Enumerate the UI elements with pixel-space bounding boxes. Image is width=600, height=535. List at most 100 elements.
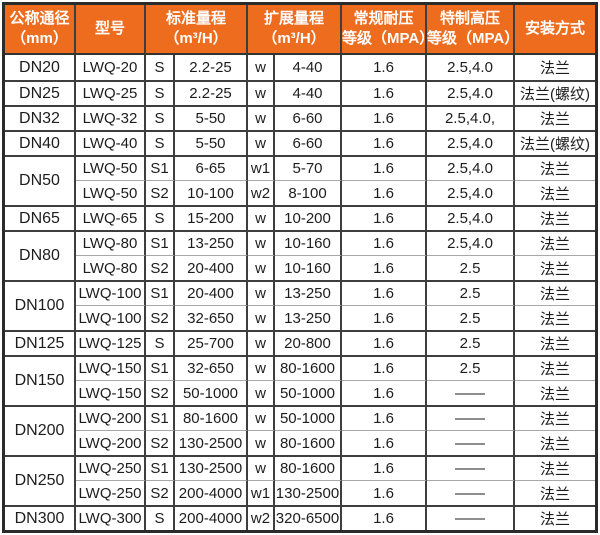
cell-standard-range: 25-700 <box>175 330 248 355</box>
cell-standard-range: 15-200 <box>175 205 248 230</box>
table-row: DN80 LWQ-80 S1 13-250 w 10-160 1.6 2.5,4.0 法兰 <box>5 230 595 280</box>
cell-high-pressure-rating: 2.5 <box>427 255 515 280</box>
table-row: LWQ-50 S2 10-100 w2 8-100 1.6 2.5,4.0 法兰 <box>5 180 595 205</box>
cell-pressure-rating: 1.6 <box>342 230 427 255</box>
cell-standard-code: S <box>146 505 175 530</box>
cell-extended-range: 80-1600 <box>275 355 342 380</box>
cell-nominal-diameter: DN50 <box>5 155 76 205</box>
cell-high-pressure-rating: 2.5,4.0 <box>427 130 515 155</box>
cell-extended-code: w <box>248 205 275 230</box>
table-row: LWQ-80 S2 20-400 w 10-160 1.6 2.5 法兰 <box>5 255 595 280</box>
table-row: LWQ-100 S2 32-650 w 13-250 1.6 2.5 法兰 <box>5 305 595 330</box>
table-row: DN65 LWQ-65 S 15-200 w 10-200 1.6 2.5,4.0 法兰 <box>5 205 595 230</box>
cell-high-pressure-rating: 2.5 <box>427 330 515 355</box>
cell-standard-range: 200-4000 <box>175 480 248 505</box>
table-row: DN250 LWQ-250 S1 130-2500 w 80-1600 1.6 —— 法兰 <box>5 455 595 505</box>
cell-standard-range: 2.2-25 <box>175 55 248 80</box>
cell-standard-code: S1 <box>146 230 175 255</box>
table-row: DN200 LWQ-200 S1 80-1600 w 50-1000 1.6 —— 法兰 <box>5 405 595 455</box>
cell-pressure-rating: 1.6 <box>342 130 427 155</box>
cell-standard-range: 5-50 <box>175 105 248 130</box>
cell-standard-range: 13-250 <box>175 230 248 255</box>
cell-model: LWQ-80 <box>76 255 146 280</box>
cell-extended-code: w <box>248 55 275 80</box>
cell-extended-range: 130-2500 <box>275 480 342 505</box>
cell-extended-code: w2 <box>248 505 275 530</box>
cell-extended-code: w <box>248 255 275 280</box>
cell-pressure-rating: 1.6 <box>342 105 427 130</box>
cell-installation: 法兰 <box>515 380 595 405</box>
table-row: DN25 LWQ-25 S 2.2-25 w 4-40 1.6 2.5,4.0 法兰(螺纹) <box>5 80 595 105</box>
cell-extended-code: w <box>248 430 275 455</box>
cell-standard-code: S1 <box>146 355 175 380</box>
cell-installation: 法兰 <box>515 230 595 255</box>
cell-pressure-rating: 1.6 <box>342 405 427 430</box>
cell-extended-code: w <box>248 230 275 255</box>
cell-standard-code: S2 <box>146 430 175 455</box>
cell-high-pressure-rating: 2.5,4.0, <box>427 105 515 130</box>
cell-model: LWQ-200 <box>76 405 146 430</box>
cell-standard-range: 10-100 <box>175 180 248 205</box>
cell-high-pressure-rating: —— <box>427 455 515 480</box>
cell-pressure-rating: 1.6 <box>342 430 427 455</box>
cell-extended-code: w <box>248 455 275 480</box>
cell-installation: 法兰 <box>515 155 595 180</box>
cell-high-pressure-rating: 2.5,4.0 <box>427 205 515 230</box>
cell-nominal-diameter: DN80 <box>5 230 76 280</box>
cell-nominal-diameter: DN40 <box>5 130 76 155</box>
cell-pressure-rating: 1.6 <box>342 505 427 530</box>
cell-high-pressure-rating: —— <box>427 380 515 405</box>
cell-extended-range: 80-1600 <box>275 455 342 480</box>
cell-high-pressure-rating: —— <box>427 430 515 455</box>
cell-extended-code: w <box>248 130 275 155</box>
cell-standard-code: S <box>146 55 175 80</box>
cell-standard-range: 80-1600 <box>175 405 248 430</box>
cell-pressure-rating: 1.6 <box>342 55 427 80</box>
cell-extended-range: 6-60 <box>275 130 342 155</box>
cell-standard-code: S <box>146 80 175 105</box>
header-text: （m³/H） <box>262 30 326 47</box>
cell-standard-code: S2 <box>146 380 175 405</box>
cell-standard-code: S1 <box>146 405 175 430</box>
cell-extended-range: 13-250 <box>275 280 342 305</box>
cell-model: LWQ-80 <box>76 230 146 255</box>
cell-installation: 法兰(螺纹) <box>515 130 595 155</box>
cell-model: LWQ-100 <box>76 280 146 305</box>
cell-standard-range: 20-400 <box>175 280 248 305</box>
header-text: 常规耐压 <box>353 10 414 27</box>
table-row: DN40 LWQ-40 S 5-50 w 6-60 1.6 2.5,4.0 法兰(螺纹) <box>5 130 595 155</box>
cell-extended-range: 80-1600 <box>275 430 342 455</box>
cell-extended-range: 5-70 <box>275 155 342 180</box>
cell-high-pressure-rating: 2.5 <box>427 355 515 380</box>
cell-standard-range: 2.2-25 <box>175 80 248 105</box>
cell-nominal-diameter: DN250 <box>5 455 76 505</box>
cell-standard-range: 32-650 <box>175 355 248 380</box>
header-text: （m³/H） <box>164 30 228 47</box>
cell-pressure-rating: 1.6 <box>342 155 427 180</box>
cell-model: LWQ-25 <box>76 80 146 105</box>
cell-extended-code: w <box>248 380 275 405</box>
cell-nominal-diameter: DN300 <box>5 505 76 530</box>
cell-model: LWQ-300 <box>76 505 146 530</box>
header-installation: 安装方式 <box>515 5 595 55</box>
cell-extended-range: 20-800 <box>275 330 342 355</box>
cell-high-pressure-rating: 2.5,4.0 <box>427 155 515 180</box>
cell-installation: 法兰 <box>515 480 595 505</box>
cell-pressure-rating: 1.6 <box>342 380 427 405</box>
cell-standard-range: 130-2500 <box>175 455 248 480</box>
cell-standard-code: S <box>146 105 175 130</box>
header-text: 等级（MPA） <box>427 30 520 47</box>
cell-installation: 法兰 <box>515 280 595 305</box>
cell-installation: 法兰 <box>515 330 595 355</box>
cell-model: LWQ-125 <box>76 330 146 355</box>
cell-high-pressure-rating: 2.5,4.0 <box>427 55 515 80</box>
cell-nominal-diameter: DN100 <box>5 280 76 330</box>
table-row: DN100 LWQ-100 S1 20-400 w 13-250 1.6 2.5 法兰 <box>5 280 595 330</box>
header-text: 型号 <box>94 20 125 37</box>
cell-installation: 法兰 <box>515 205 595 230</box>
cell-nominal-diameter: DN20 <box>5 55 76 80</box>
cell-standard-code: S <box>146 330 175 355</box>
cell-extended-code: w1 <box>248 155 275 180</box>
cell-standard-range: 200-4000 <box>175 505 248 530</box>
cell-high-pressure-rating: —— <box>427 505 515 530</box>
